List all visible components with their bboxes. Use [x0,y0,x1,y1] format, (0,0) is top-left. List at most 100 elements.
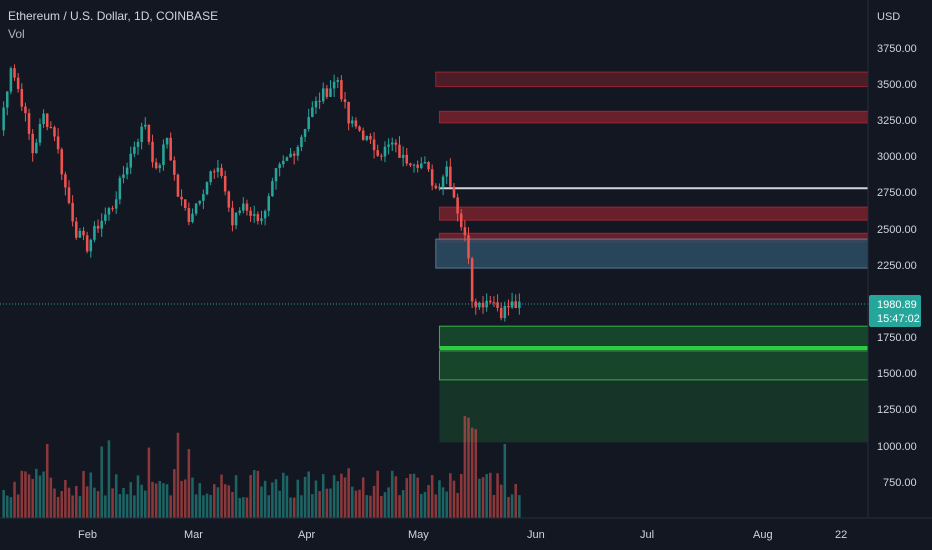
volume-bar [459,473,463,518]
volume-bar [13,481,16,518]
volume-bar [42,471,45,518]
candle-body [165,137,169,145]
candle-body [13,68,16,78]
candle-body [438,186,441,189]
volume-bar [125,494,129,518]
volume-bar [5,495,9,518]
volume-bar [169,495,172,518]
candle-body [249,210,252,216]
candle-body [507,305,510,308]
volume-bar [151,481,154,518]
candle-body [503,305,507,319]
candle-body [285,157,289,161]
candle-body [111,208,114,210]
volume-bar [412,473,416,518]
candle-body [380,155,383,157]
volume-bar [242,497,245,518]
volume-bar [136,475,140,518]
candle-body [56,136,60,150]
candle-body [467,235,470,259]
volume-bar [183,479,187,518]
candle-body [289,153,292,158]
time-label: Jul [640,529,654,541]
candles-layer [2,64,521,322]
volume-bar [449,473,452,518]
volume-bar [24,471,27,518]
volume-bar [325,488,329,518]
volume-bar [430,475,434,518]
candle-body [300,136,303,147]
volume-bar [456,492,459,518]
candle-body [96,225,100,229]
candle-body [260,218,263,222]
candle-body [303,129,307,137]
candle-body [53,127,56,137]
candle-body [20,88,24,107]
volume-bar [289,497,292,518]
candle-body [114,199,118,209]
volume-bar [238,497,241,518]
candle-body [478,302,481,308]
candle-body [274,168,278,182]
candle-body [216,167,220,172]
candle-body [292,153,296,156]
candle-body [434,185,438,189]
candle-body [271,181,274,197]
volume-bar [74,485,78,518]
volume-bar [292,497,296,518]
volume-bar [423,491,427,518]
candle-body [140,126,143,142]
candle-body [5,91,9,108]
candle-body [383,146,387,157]
volume-bar [390,470,394,518]
candle-body [202,194,205,201]
candle-body [405,154,409,164]
volume-bar [9,497,13,518]
price-tick: 3000.00 [877,151,917,163]
neutral-zone [435,238,869,269]
candle-body [252,214,256,216]
volume-bar [104,495,107,518]
candle-body [416,164,419,168]
candle-body [242,203,245,211]
volume-bar [380,496,383,518]
volume-bar [223,484,227,518]
volume-bar [481,477,485,518]
price-tick: 750.00 [883,477,917,489]
volume-bar [470,427,474,518]
candle-body [162,144,165,166]
volume-bar [162,483,165,518]
candle-body [78,230,82,238]
volume-bar [85,486,89,518]
volume-bar [314,480,318,518]
last-price-badge: 1980.89 15:47:02 [869,295,921,327]
volume-bar [463,416,467,518]
candle-body [125,167,129,175]
volume-bar [387,487,390,518]
price-axis-currency: USD [877,11,900,23]
volume-bar [300,495,303,518]
volume-bar [343,477,347,518]
volume-bar [518,495,521,518]
volume-bar [351,486,354,518]
candle-body [71,202,74,222]
last-price-countdown: 15:47:02 [877,313,920,325]
volume-bar [187,449,191,518]
candle-body [325,88,329,97]
candle-body [340,80,343,100]
time-label: Feb [78,529,97,541]
volume-bar [278,490,281,518]
volume-bar [416,477,419,518]
candle-body [394,142,398,145]
candle-body [93,225,96,240]
volume-bar [213,484,216,518]
volume-bar [474,429,478,518]
candle-body [329,88,332,97]
time-label: Mar [184,529,203,541]
candle-body [499,307,503,319]
candle-body [49,126,53,128]
candle-body [173,160,176,175]
resistance-zone [438,206,869,221]
volume-layer [2,416,521,518]
